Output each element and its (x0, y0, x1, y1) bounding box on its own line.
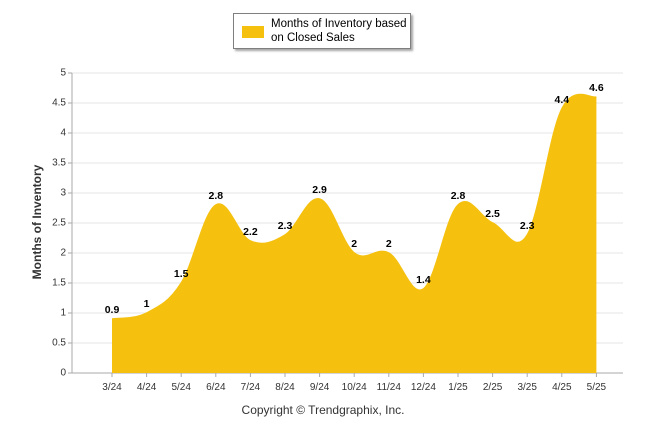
x-tick-label: 12/24 (411, 382, 436, 393)
y-axis-label: Months of Inventory (30, 164, 44, 280)
data-label: 1 (144, 298, 150, 310)
data-label: 2 (386, 238, 392, 250)
x-tick-label: 4/24 (137, 382, 157, 393)
data-label: 2.8 (451, 190, 466, 202)
legend-swatch (242, 26, 264, 38)
y-tick-label: 2.5 (52, 218, 66, 229)
data-label: 2.9 (312, 184, 327, 196)
data-label: 4.4 (554, 94, 569, 106)
y-tick-label: 2 (60, 248, 66, 259)
x-tick-label: 11/24 (377, 382, 402, 393)
area-series (112, 94, 597, 373)
data-label: 4.6 (589, 82, 604, 94)
x-tick-label: 2/25 (483, 382, 503, 393)
x-tick-label: 5/25 (587, 382, 607, 393)
y-tick-label: 1.5 (52, 278, 66, 289)
y-tick-label: 5 (60, 68, 66, 79)
data-label: 2.2 (243, 226, 258, 238)
data-label: 1.5 (174, 268, 189, 280)
x-tick-label: 10/24 (342, 382, 367, 393)
x-tick-label: 5/24 (171, 382, 191, 393)
x-tick-label: 3/24 (102, 382, 122, 393)
copyright-text: Copyright © Trendgraphix, Inc. (241, 403, 405, 417)
x-tick-label: 9/24 (310, 382, 330, 393)
y-tick-label: 1 (60, 308, 66, 319)
x-tick-label: 3/25 (517, 382, 537, 393)
y-tick-label: 3 (60, 188, 66, 199)
data-label: 2.3 (520, 220, 535, 232)
x-tick-label: 8/24 (275, 382, 295, 393)
y-tick-label: 0 (60, 368, 66, 379)
x-tick-label: 6/24 (206, 382, 226, 393)
y-tick-label: 0.5 (52, 338, 66, 349)
y-tick-label: 3.5 (52, 158, 66, 169)
data-label: 1.4 (416, 274, 431, 286)
x-tick-label: 1/25 (448, 382, 468, 393)
data-label: 0.9 (105, 304, 120, 316)
area-series-line (111, 93, 597, 320)
data-label: 2.5 (485, 208, 500, 220)
chart-legend: Months of Inventory based on Closed Sale… (233, 13, 411, 49)
y-tick-label: 4 (60, 128, 66, 139)
legend-label: Months of Inventory based on Closed Sale… (271, 18, 407, 44)
x-tick-label: 7/24 (241, 382, 261, 393)
y-tick-label: 4.5 (52, 98, 66, 109)
data-label: 2.8 (208, 190, 223, 202)
data-label: 2 (351, 238, 357, 250)
x-tick-label: 4/25 (552, 382, 572, 393)
data-label: 2.3 (278, 220, 293, 232)
